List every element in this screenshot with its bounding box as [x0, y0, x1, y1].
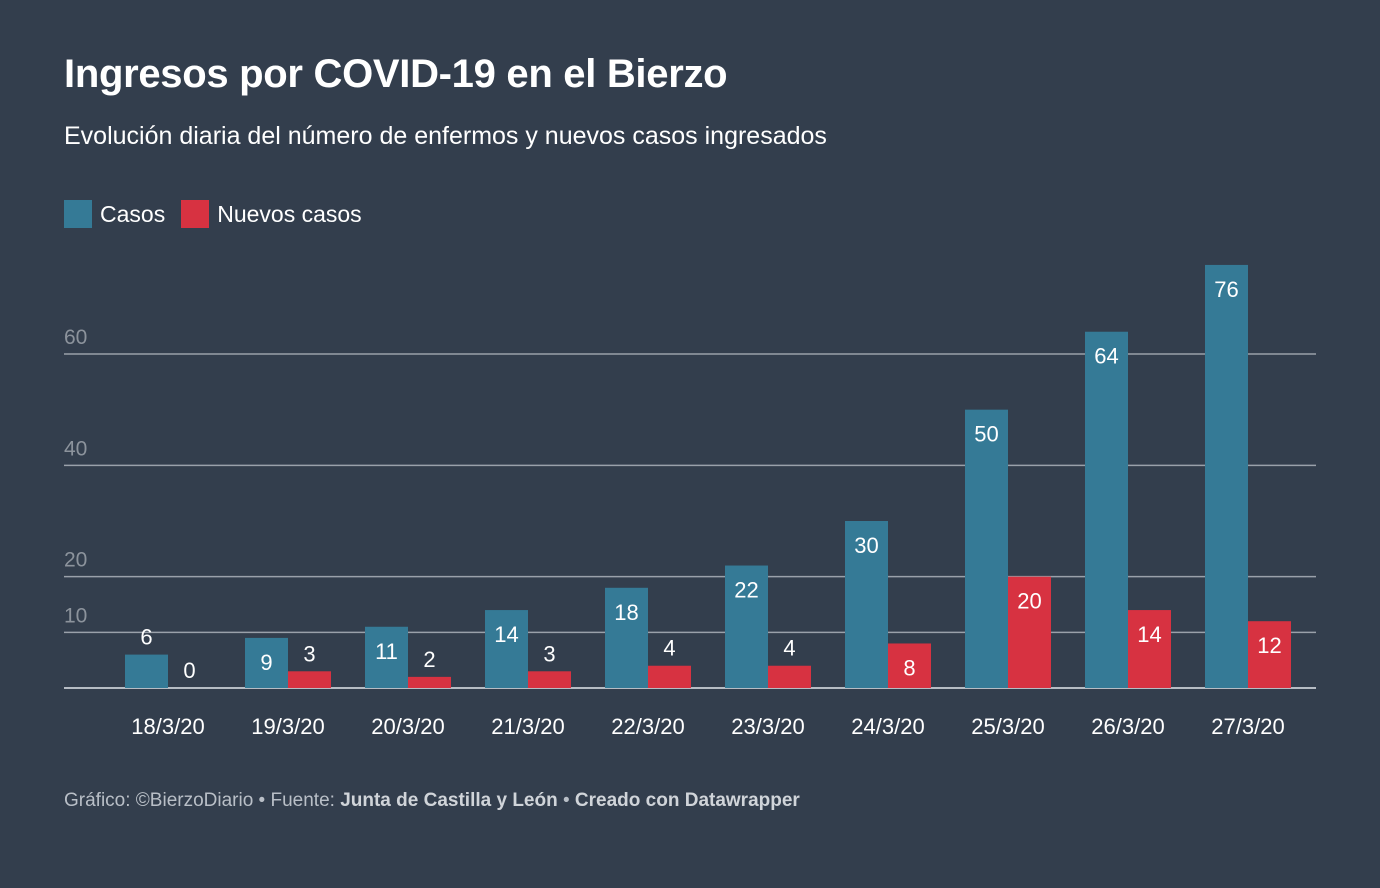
data-label-casos-22/3/20: 18 [614, 600, 638, 625]
x-tick-label-22/3/20: 22/3/20 [611, 714, 684, 739]
x-tick-label-19/3/20: 19/3/20 [251, 714, 324, 739]
data-label-casos-21/3/20: 14 [494, 622, 518, 647]
x-tick-label-18/3/20: 18/3/20 [131, 714, 204, 739]
x-tick-label-21/3/20: 21/3/20 [491, 714, 564, 739]
bar-nuevos-casos-22/3/20 [648, 665, 691, 688]
bar-casos-21/3/20 [485, 610, 528, 688]
legend-swatch-casos [64, 200, 92, 228]
footer-source: Junta de Castilla y León [340, 790, 558, 811]
data-label-casos-18/3/20: 6 [140, 625, 152, 650]
footer-separator: • Fuente: [253, 790, 341, 811]
data-label-casos-24/3/20: 30 [854, 533, 878, 558]
data-label-casos-20/3/20: 11 [375, 639, 398, 664]
footer-credit: Gráfico: ©BierzoDiario [64, 790, 254, 811]
bar-nuevos-casos-27/3/20 [1248, 621, 1291, 688]
footer-tool: Creado con Datawrapper [574, 790, 800, 811]
x-tick-label-20/3/20: 20/3/20 [371, 714, 444, 739]
data-label-nuevos-casos-23/3/20: 4 [783, 636, 795, 661]
y-tick-label-20: 20 [64, 549, 87, 572]
bar-nuevos-casos-23/3/20 [768, 665, 811, 688]
bar-casos-23/3/20 [725, 565, 768, 688]
data-label-casos-19/3/20: 9 [260, 650, 272, 675]
data-label-nuevos-casos-22/3/20: 4 [663, 636, 675, 661]
y-tick-label-40: 40 [64, 437, 87, 460]
data-label-nuevos-casos-24/3/20: 8 [903, 655, 915, 680]
chart-subtitle: Evolución diaria del número de enfermos … [64, 122, 827, 150]
legend-swatch-nuevos-casos [181, 200, 210, 228]
bar-nuevos-casos-25/3/20 [1008, 576, 1051, 688]
bar-casos-19/3/20 [245, 637, 288, 688]
data-label-nuevos-casos-18/3/20: 0 [183, 658, 195, 683]
data-label-casos-25/3/20: 50 [974, 422, 998, 447]
bar-nuevos-casos-19/3/20 [288, 671, 331, 688]
bar-casos-22/3/20 [605, 587, 648, 688]
bar-nuevos-casos-21/3/20 [528, 671, 571, 688]
data-label-nuevos-casos-26/3/20: 14 [1137, 622, 1161, 647]
footer-separator-2: • [557, 790, 575, 811]
bar-nuevos-casos-24/3/20 [888, 643, 931, 688]
bar-casos-25/3/20 [965, 409, 1008, 688]
bar-casos-24/3/20 [845, 521, 888, 688]
data-label-nuevos-casos-20/3/20: 2 [423, 647, 435, 672]
data-label-nuevos-casos-19/3/20: 3 [303, 641, 315, 666]
x-tick-label-25/3/20: 25/3/20 [971, 714, 1044, 739]
legend-label-casos: Casos [100, 200, 166, 227]
bar-casos-26/3/20 [1085, 331, 1128, 688]
footer: Gráfico: ©BierzoDiario • Fuente: Junta d… [64, 790, 800, 812]
legend-item-nuevos-casos: Nuevos casos [181, 200, 362, 228]
data-label-nuevos-casos-21/3/20: 3 [543, 641, 555, 666]
y-tick-label-10: 10 [64, 604, 87, 627]
legend-label-nuevos-casos: Nuevos casos [217, 200, 362, 227]
bar-casos-27/3/20 [1205, 264, 1248, 688]
bar-nuevos-casos-26/3/20 [1128, 610, 1171, 688]
data-label-nuevos-casos-25/3/20: 20 [1017, 589, 1041, 614]
y-tick-label-60: 60 [64, 326, 87, 349]
data-label-nuevos-casos-27/3/20: 12 [1257, 633, 1281, 658]
data-label-casos-23/3/20: 22 [734, 578, 758, 603]
data-label-casos-26/3/20: 64 [1094, 344, 1118, 369]
bar-casos-20/3/20 [365, 626, 408, 688]
chart-title: Ingresos por COVID-19 en el Bierzo [64, 52, 728, 96]
x-tick-label-26/3/20: 26/3/20 [1091, 714, 1164, 739]
bar-nuevos-casos-20/3/20 [408, 676, 451, 688]
x-tick-label-27/3/20: 27/3/20 [1211, 714, 1284, 739]
x-tick-label-24/3/20: 24/3/20 [851, 714, 924, 739]
bar-casos-18/3/20 [125, 654, 168, 688]
legend: Casos Nuevos casos [64, 200, 378, 228]
data-label-casos-27/3/20: 76 [1214, 277, 1238, 302]
x-tick-label-23/3/20: 23/3/20 [731, 714, 804, 739]
legend-item-casos: Casos [64, 200, 165, 228]
